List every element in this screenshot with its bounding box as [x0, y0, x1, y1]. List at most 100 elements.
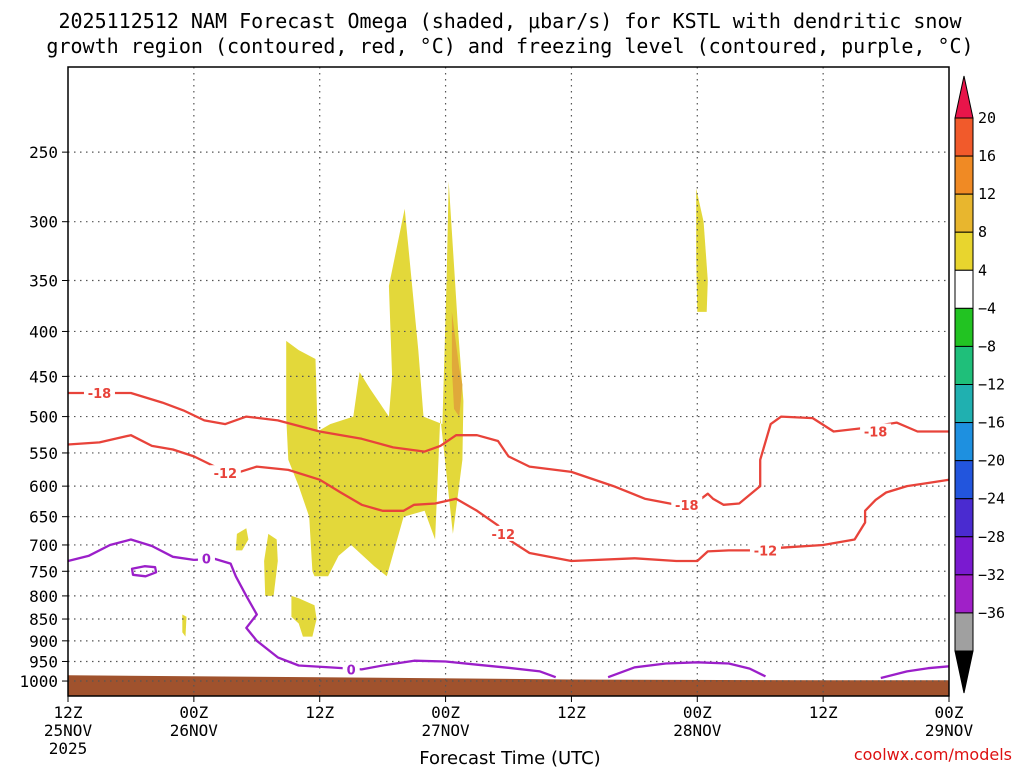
colorbar-box-8	[954, 422, 974, 462]
x-tick-label-7-1: 29NOV	[925, 721, 974, 740]
contour-7	[607, 661, 767, 679]
x-tick-label-3-1: 27NOV	[421, 721, 470, 740]
colorbar-label-5: −4	[978, 299, 996, 317]
credit-text: coolwx.com/models	[854, 745, 1012, 764]
x-tick-label-7-0: 00Z	[935, 703, 964, 722]
y-axis: 250 300 350 400 450 500 550 600 650 700 750 800 850 9…	[19, 143, 68, 691]
x-tick-label-3-0: 00Z	[431, 703, 460, 722]
colorbar-bottom-triangle	[954, 650, 974, 694]
colorbar-label-8: −16	[978, 414, 1005, 432]
gridlines	[68, 67, 949, 696]
y-tick-label-900: 900	[29, 632, 58, 651]
contour-label-5-1: 0	[347, 663, 356, 678]
contour-label-bg-4-0	[209, 465, 241, 481]
colorbar-box-13	[954, 612, 974, 652]
colorbar-box-12	[954, 574, 974, 614]
colorbar-label-11: −28	[978, 528, 1005, 546]
x-tick-label-2-0: 12Z	[305, 703, 334, 722]
y-tick-label-800: 800	[29, 587, 58, 606]
fill-region-0-2	[291, 595, 317, 637]
fill-region-0-5	[182, 614, 187, 637]
contour-label-3-1: -18	[675, 499, 699, 514]
colorbar: 20 16 12 8 4 −4 −8 −12 −16 −20 −24 −28 −32 −36	[954, 75, 1005, 694]
plot-area: -18 -18 -18 -12 -12 -12 0 0	[67, 66, 950, 697]
fill-region-1-0	[451, 311, 463, 417]
y-tick-label-500: 500	[29, 408, 58, 427]
chart-title-line2: growth region (contoured, red, °C) and f…	[46, 34, 973, 58]
y-tick-label-950: 950	[29, 652, 58, 671]
y-tick-label-450: 450	[29, 367, 58, 386]
x-tick-label-1-1: 26NOV	[170, 721, 219, 740]
plot-frame	[67, 66, 950, 697]
y-tick-label-700: 700	[29, 536, 58, 555]
x-tick-label-0-2: 2025	[49, 739, 88, 758]
colorbar-box-6	[954, 345, 974, 385]
x-tick-label-5-0: 00Z	[683, 703, 712, 722]
contour-label-bg-3-2	[860, 423, 892, 439]
colorbar-box-9	[954, 460, 974, 500]
contour-label-bg-5-0	[197, 550, 215, 566]
colorbar-label-9: −20	[978, 452, 1005, 470]
x-tick-label-5-1: 28NOV	[673, 721, 722, 740]
contour-label-3-2: -18	[864, 426, 888, 441]
contour-label-bg-3-0	[83, 384, 115, 400]
y-tick-label-850: 850	[29, 610, 58, 629]
x-tick-label-0-1: 25NOV	[44, 721, 93, 740]
y-tick-label-300: 300	[29, 213, 58, 232]
x-tick-label-4-0: 12Z	[557, 703, 586, 722]
fill-region-0-4	[235, 528, 249, 551]
x-tick-label-1-0: 00Z	[179, 703, 208, 722]
contour-label-3-0: -18	[88, 387, 112, 402]
y-tick-label-1000: 1000	[19, 672, 58, 691]
contour-label-4-0: -12	[214, 467, 238, 482]
contour-label-bg-4-2	[749, 542, 781, 558]
contour-label-4-2: -12	[754, 544, 778, 559]
colorbar-label-10: −24	[978, 490, 1005, 508]
colorbar-box-5	[954, 307, 974, 347]
x-tick-label-6-0: 12Z	[809, 703, 838, 722]
contour-label-bg-3-1	[671, 496, 703, 512]
colorbar-label-12: −32	[978, 566, 1005, 584]
colorbar-label-0: 20	[978, 109, 996, 127]
colorbar-label-1: 16	[978, 147, 996, 165]
colorbar-box-0	[954, 117, 974, 157]
colorbar-label-7: −12	[978, 376, 1005, 394]
colorbar-box-2	[954, 193, 974, 233]
colorbar-box-11	[954, 536, 974, 576]
colorbar-box-3	[954, 231, 974, 271]
chart-title-line1: 2025112512 NAM Forecast Omega (shaded, μ…	[58, 9, 962, 33]
contour-5	[67, 538, 557, 679]
x-axis-label: Forecast Time (UTC)	[419, 748, 600, 768]
contour-label-bg-4-1	[487, 525, 519, 541]
contour-label-5-0: 0	[202, 552, 211, 567]
fill-region-0-0	[286, 181, 464, 577]
colorbar-box-7	[954, 384, 974, 424]
colorbar-box-1	[954, 155, 974, 195]
fill-region-0-3	[264, 533, 278, 596]
fill-region-0-1	[696, 188, 708, 312]
y-tick-label-350: 350	[29, 272, 58, 291]
contour-6	[130, 565, 158, 578]
contour-8	[880, 665, 950, 680]
colorbar-label-13: −36	[978, 604, 1005, 622]
colorbar-label-3: 8	[978, 223, 987, 241]
y-tick-label-600: 600	[29, 477, 58, 496]
colorbar-label-2: 12	[978, 185, 996, 203]
y-tick-label-400: 400	[29, 322, 58, 341]
y-tick-label-750: 750	[29, 562, 58, 581]
contour-label-4-1: -12	[492, 528, 516, 543]
x-tick-label-0-0: 12Z	[54, 703, 83, 722]
y-tick-label-650: 650	[29, 508, 58, 527]
contour-labels: -18 -18 -18 -12 -12 -12 0 0	[83, 384, 892, 678]
colorbar-label-4: 4	[978, 261, 987, 279]
colorbar-top-triangle	[954, 75, 974, 119]
y-tick-label-250: 250	[29, 143, 58, 162]
y-tick-label-550: 550	[29, 444, 58, 463]
fill-region-2-0	[68, 675, 949, 696]
colorbar-box-10	[954, 498, 974, 538]
contour-label-bg-5-1	[342, 661, 360, 677]
colorbar-label-6: −8	[978, 337, 996, 355]
colorbar-box-4	[954, 269, 974, 309]
